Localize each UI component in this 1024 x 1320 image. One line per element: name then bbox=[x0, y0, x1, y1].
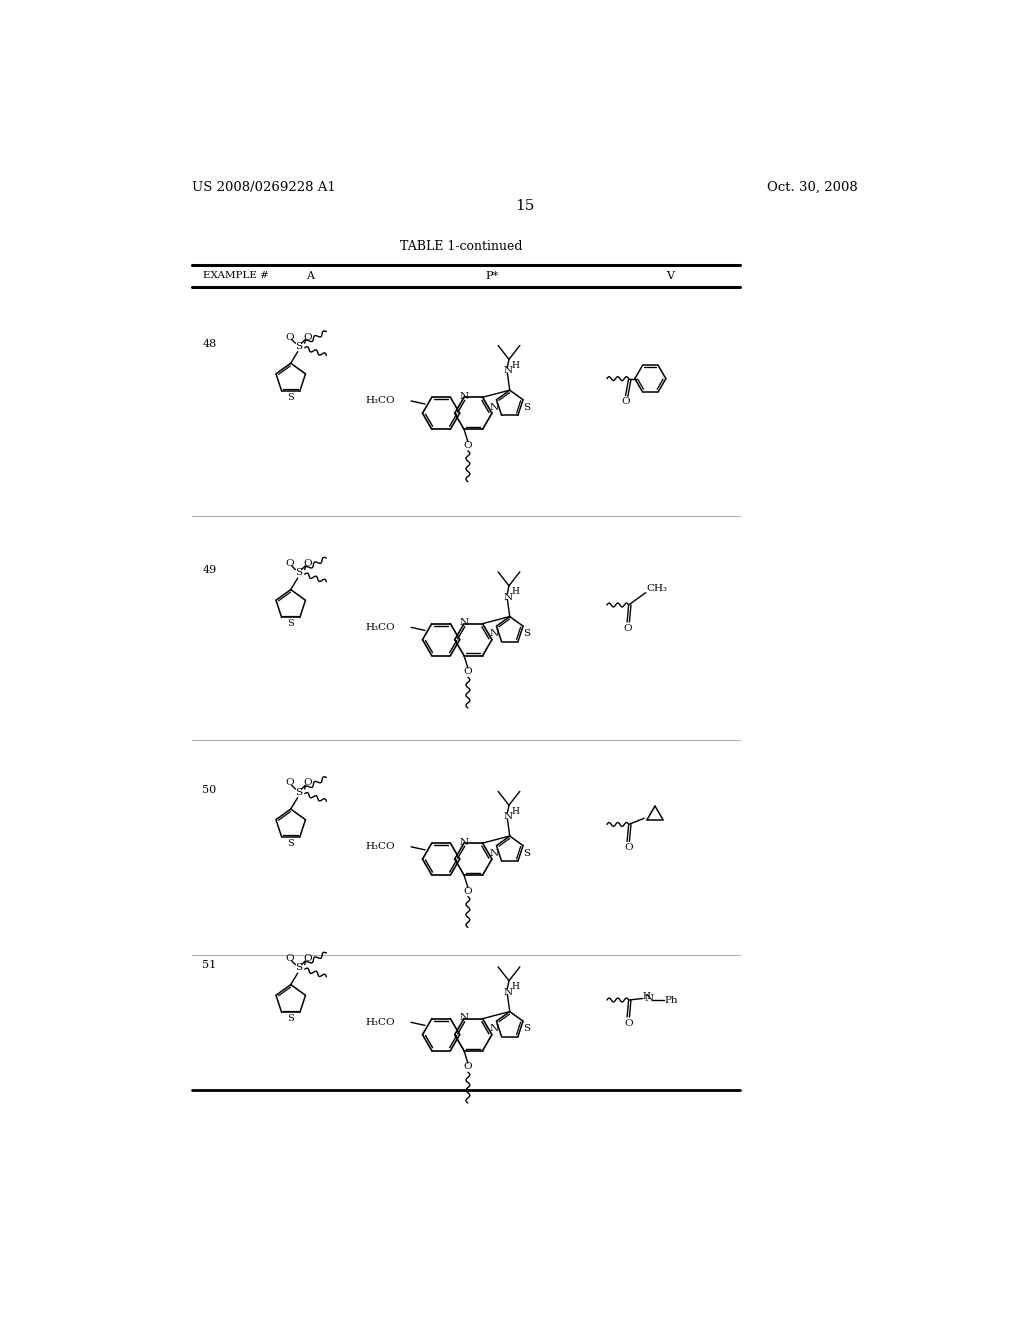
Text: S: S bbox=[288, 838, 294, 847]
Text: O: O bbox=[464, 1063, 472, 1072]
Text: O: O bbox=[464, 441, 472, 450]
Text: N: N bbox=[504, 593, 513, 602]
Text: N: N bbox=[504, 987, 513, 997]
Text: S: S bbox=[523, 403, 530, 412]
Text: S: S bbox=[288, 619, 294, 628]
Text: S: S bbox=[288, 1014, 294, 1023]
Text: S: S bbox=[295, 788, 302, 796]
Text: O: O bbox=[285, 954, 294, 962]
Text: O: O bbox=[464, 668, 472, 676]
Text: N: N bbox=[504, 367, 513, 375]
Text: S: S bbox=[295, 964, 302, 972]
Text: O: O bbox=[303, 779, 312, 787]
Text: N: N bbox=[489, 630, 499, 639]
Text: O: O bbox=[622, 397, 630, 407]
Text: N: N bbox=[460, 1014, 469, 1023]
Text: A: A bbox=[306, 271, 314, 281]
Text: H₃CO: H₃CO bbox=[366, 1018, 395, 1027]
Text: O: O bbox=[303, 333, 312, 342]
Text: 51: 51 bbox=[203, 961, 217, 970]
Text: CH₃: CH₃ bbox=[646, 583, 667, 593]
Text: O: O bbox=[303, 954, 312, 962]
Text: N: N bbox=[460, 838, 469, 847]
Text: S: S bbox=[288, 393, 294, 401]
Text: N: N bbox=[460, 618, 469, 627]
Text: 48: 48 bbox=[203, 339, 217, 348]
Text: H: H bbox=[642, 993, 650, 1002]
Text: S: S bbox=[295, 568, 302, 577]
Text: EXAMPLE #: EXAMPLE # bbox=[203, 272, 269, 280]
Text: N: N bbox=[489, 403, 499, 412]
Text: N: N bbox=[504, 812, 513, 821]
Text: 15: 15 bbox=[515, 199, 535, 213]
Text: US 2008/0269228 A1: US 2008/0269228 A1 bbox=[191, 181, 335, 194]
Text: S: S bbox=[523, 1024, 530, 1034]
Text: O: O bbox=[625, 843, 633, 851]
Text: TABLE 1-continued: TABLE 1-continued bbox=[400, 240, 522, 252]
Text: Ph: Ph bbox=[665, 995, 678, 1005]
Text: N: N bbox=[489, 849, 499, 858]
Text: O: O bbox=[285, 333, 294, 342]
Text: O: O bbox=[285, 779, 294, 787]
Text: O: O bbox=[624, 623, 632, 632]
Text: Oct. 30, 2008: Oct. 30, 2008 bbox=[767, 181, 858, 194]
Text: O: O bbox=[285, 558, 294, 568]
Text: 49: 49 bbox=[203, 565, 217, 576]
Text: 50: 50 bbox=[203, 785, 217, 795]
Text: H: H bbox=[511, 982, 519, 991]
Text: H: H bbox=[511, 362, 519, 370]
Text: P*: P* bbox=[485, 271, 499, 281]
Text: H₃CO: H₃CO bbox=[366, 842, 395, 851]
Text: V: V bbox=[667, 271, 675, 281]
Text: N: N bbox=[460, 392, 469, 401]
Text: H₃CO: H₃CO bbox=[366, 396, 395, 405]
Text: H: H bbox=[511, 807, 519, 816]
Text: S: S bbox=[523, 849, 530, 858]
Text: H: H bbox=[511, 587, 519, 597]
Text: O: O bbox=[625, 1019, 633, 1027]
Text: S: S bbox=[295, 342, 302, 351]
Text: S: S bbox=[523, 630, 530, 639]
Text: H₃CO: H₃CO bbox=[366, 623, 395, 632]
Text: N: N bbox=[489, 1024, 499, 1034]
Text: O: O bbox=[303, 558, 312, 568]
Text: O: O bbox=[464, 887, 472, 896]
Text: N: N bbox=[645, 994, 654, 1003]
